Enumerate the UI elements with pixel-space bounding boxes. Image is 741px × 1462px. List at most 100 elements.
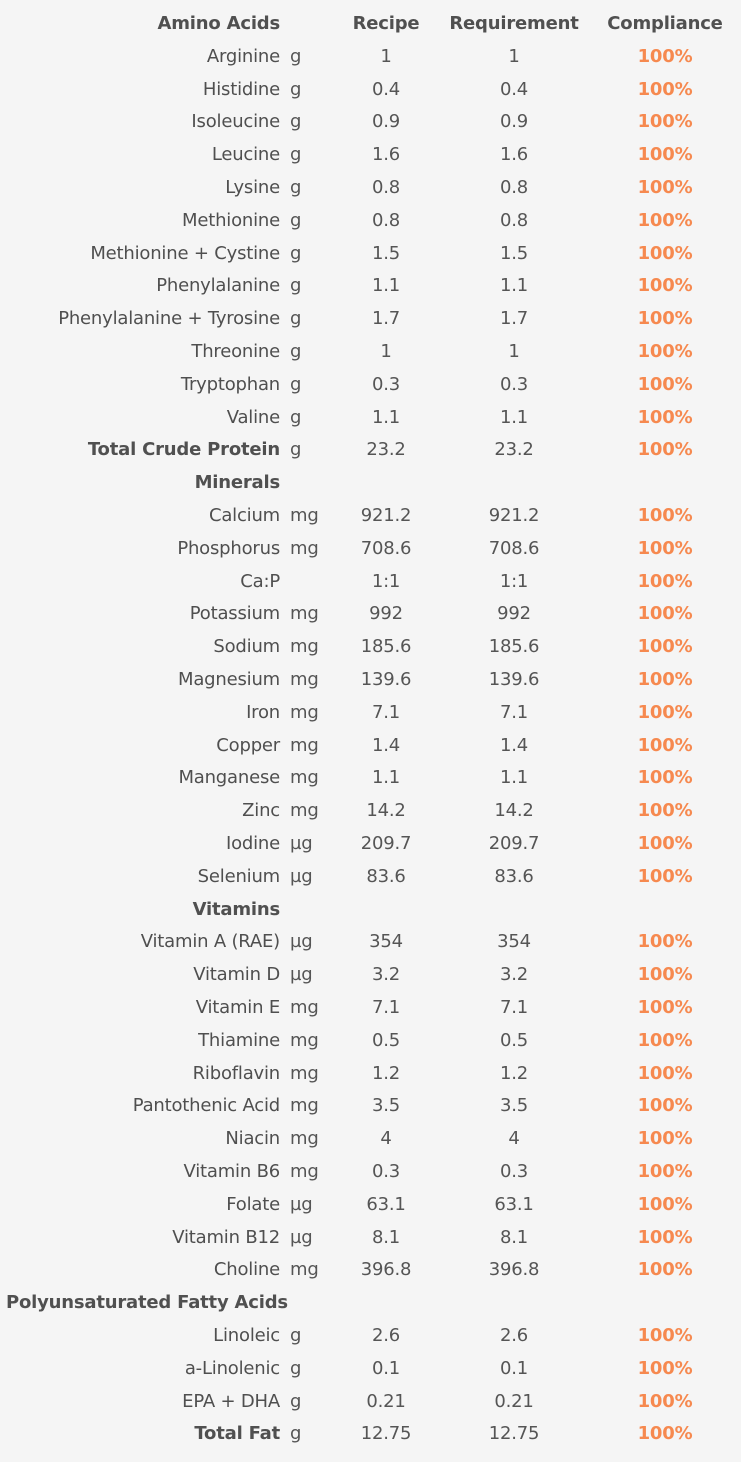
compliance-value: 100% <box>637 865 693 887</box>
requirement-value: 1 <box>508 341 520 362</box>
compliance-value: 100% <box>637 537 693 559</box>
compliance-value: 100% <box>637 45 693 67</box>
nutrient-name: a-Linolenic <box>184 1357 280 1379</box>
nutrient-name: Vitamin B12 <box>172 1226 280 1248</box>
table-row: Niacin mg 4 4 100% <box>0 1122 741 1155</box>
requirement-value: 7.1 <box>499 701 529 723</box>
compliance-value: 100% <box>637 669 693 690</box>
requirement-value: 14.2 <box>494 800 534 822</box>
compliance-value: 100% <box>637 1226 693 1248</box>
compliance-value: 100% <box>637 275 693 297</box>
table-row: Histidine g 0.4 0.4 100% <box>0 73 741 106</box>
compliance-value: 100% <box>637 1325 693 1346</box>
nutrient-unit: g <box>290 341 302 362</box>
recipe-value: 185.6 <box>360 636 412 658</box>
requirement-column-header: Requirement <box>449 13 579 34</box>
table-row: Selenium µg 83.6 83.6 100% <box>0 860 741 893</box>
nutrient-name: Phosphorus <box>177 537 280 559</box>
table-row: Lysine g 0.8 0.8 100% <box>0 171 741 204</box>
nutrient-unit: mg <box>290 734 319 756</box>
nutrient-name: Potassium <box>189 603 280 625</box>
nutrient-unit: mg <box>290 1128 319 1150</box>
compliance-value: 100% <box>637 636 693 658</box>
requirement-value: 0.8 <box>499 177 529 198</box>
requirement-value: 0.8 <box>499 209 529 231</box>
nutrient-unit: mg <box>290 603 319 625</box>
compliance-value: 100% <box>637 1193 693 1215</box>
table-row: Linoleic g 2.6 2.6 100% <box>0 1319 741 1352</box>
nutrient-unit: mg <box>290 767 319 789</box>
recipe-value: 1.7 <box>371 308 401 330</box>
nutrient-name: Niacin <box>225 1128 280 1150</box>
table-row: Methionine g 0.8 0.8 100% <box>0 204 741 237</box>
recipe-value: 992 <box>369 603 403 625</box>
nutrient-name: Zinc <box>242 800 280 822</box>
recipe-value: 12.75 <box>360 1423 412 1445</box>
polyunsaturated-fatty-acids-section-heading-row: Polyunsaturated Fatty Acids <box>0 1286 741 1319</box>
nutrient-unit: µg <box>290 865 313 887</box>
nutrient-name: Magnesium <box>178 669 280 690</box>
table-row: Total Fat g 12.75 12.75 100% <box>0 1417 741 1450</box>
nutrient-name: Methionine <box>182 209 280 231</box>
table-row: Arginine g 1 1 100% <box>0 40 741 73</box>
table-row: Folate µg 63.1 63.1 100% <box>0 1188 741 1221</box>
recipe-value: 7.1 <box>371 701 401 723</box>
requirement-value: 2.6 <box>499 1325 529 1346</box>
table-row: Vitamin E mg 7.1 7.1 100% <box>0 991 741 1024</box>
table-row: Phenylalanine g 1.1 1.1 100% <box>0 269 741 302</box>
nutrient-name: Total Fat <box>194 1423 280 1445</box>
recipe-value: 3.5 <box>371 1095 401 1117</box>
recipe-value: 23.2 <box>366 439 406 461</box>
table-row: Potassium mg 992 992 100% <box>0 597 741 630</box>
nutrient-unit: mg <box>290 1062 319 1084</box>
nutrient-name: Copper <box>216 734 280 756</box>
compliance-value: 100% <box>637 1062 693 1084</box>
nutrient-unit: g <box>290 1357 302 1379</box>
requirement-value: 1.6 <box>499 144 529 166</box>
recipe-value: 1 <box>380 341 392 362</box>
nutrient-name: Phenylalanine <box>156 275 280 297</box>
nutrient-unit: mg <box>290 997 319 1018</box>
compliance-value: 100% <box>637 767 693 789</box>
nutrient-unit: mg <box>290 669 319 690</box>
nutrient-name: Vitamin A (RAE) <box>140 931 280 953</box>
nutrient-unit: µg <box>290 1193 313 1215</box>
table-row: Methionine + Cystine g 1.5 1.5 100% <box>0 237 741 270</box>
nutrient-unit: g <box>290 177 302 198</box>
nutrient-name: Total Crude Protein <box>87 439 280 461</box>
table-row: Phosphorus mg 708.6 708.6 100% <box>0 532 741 565</box>
compliance-value: 100% <box>637 406 693 428</box>
requirement-value: 1.7 <box>499 308 529 330</box>
nutrient-name: Vitamin E <box>195 997 280 1018</box>
recipe-value: 1.2 <box>371 1062 401 1084</box>
nutrient-unit: mg <box>290 1029 319 1051</box>
table-row: Tryptophan g 0.3 0.3 100% <box>0 368 741 401</box>
table-row: Sodium mg 185.6 185.6 100% <box>0 630 741 663</box>
table-row: Valine g 1.1 1.1 100% <box>0 401 741 434</box>
nutrient-unit: mg <box>290 1161 319 1182</box>
recipe-value: 1.4 <box>371 734 401 756</box>
table-row: Total Crude Protein g 23.2 23.2 100% <box>0 433 741 466</box>
nutrient-name: Isoleucine <box>191 111 280 133</box>
recipe-value: 921.2 <box>360 505 412 526</box>
compliance-value: 100% <box>637 242 693 264</box>
nutrient-unit: g <box>290 1423 302 1445</box>
requirement-value: 0.4 <box>499 78 529 100</box>
nutrient-name: Threonine <box>191 341 280 362</box>
nutrient-unit: g <box>290 406 302 428</box>
nutrient-unit: µg <box>290 931 313 953</box>
nutrient-name: Sodium <box>213 636 280 658</box>
recipe-value: 1:1 <box>371 570 401 592</box>
compliance-column-header: Compliance <box>607 13 723 34</box>
table-row: Leucine g 1.6 1.6 100% <box>0 138 741 171</box>
recipe-value: 1.1 <box>371 767 401 789</box>
compliance-value: 100% <box>637 800 693 822</box>
requirement-value: 354 <box>497 931 531 953</box>
compliance-value: 100% <box>637 209 693 231</box>
nutrient-name: Calcium <box>208 505 280 526</box>
nutrient-name: Vitamin B6 <box>183 1161 281 1182</box>
compliance-value: 100% <box>637 931 693 953</box>
requirement-value: 1.5 <box>499 242 529 264</box>
compliance-value: 100% <box>637 505 693 526</box>
